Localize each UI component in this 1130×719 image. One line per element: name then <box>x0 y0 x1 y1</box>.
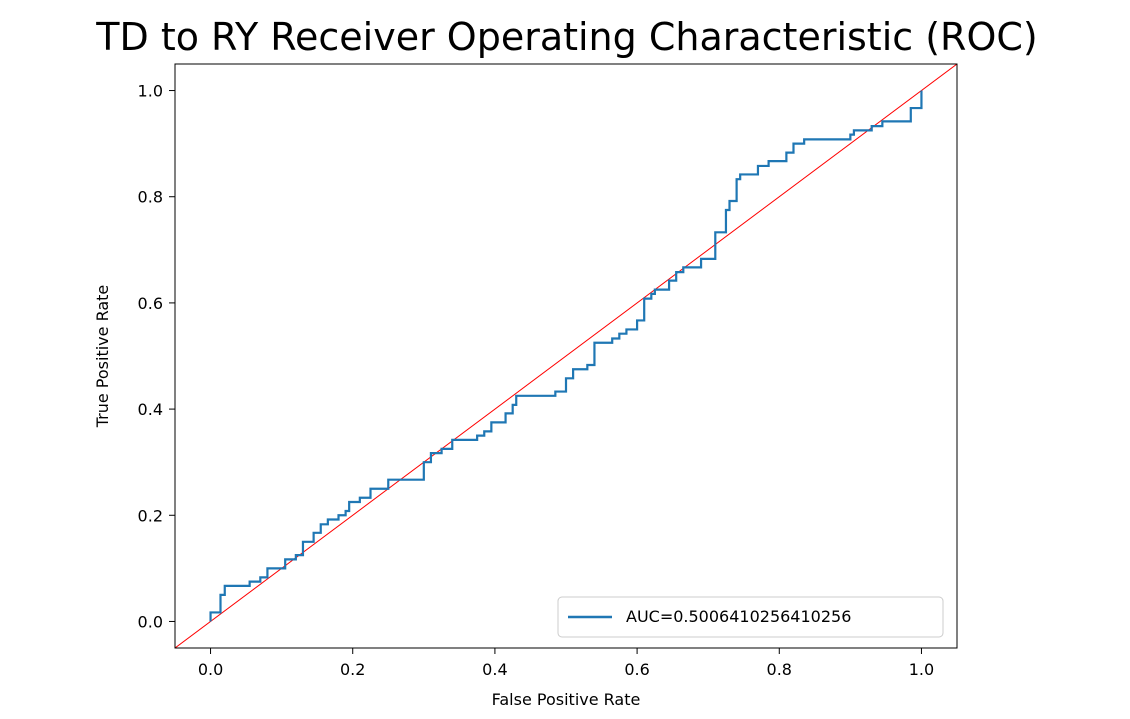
y-tick-label: 0.0 <box>138 612 163 631</box>
plot-content <box>175 64 957 648</box>
y-tick-label: 0.4 <box>138 400 163 419</box>
x-tick-label: 0.8 <box>767 660 792 679</box>
x-tick-label: 0.4 <box>482 660 507 679</box>
y-tick-label: 0.2 <box>138 506 163 525</box>
chart-title: TD to RY Receiver Operating Characterist… <box>95 15 1037 59</box>
legend: AUC=0.5006410256410256 <box>557 596 944 638</box>
y-tick-label: 1.0 <box>138 82 163 101</box>
y-tick-label: 0.6 <box>138 294 163 313</box>
x-tick-label: 0.0 <box>198 660 223 679</box>
plot-frame <box>174 63 958 649</box>
x-tick-label: 0.6 <box>624 660 649 679</box>
y-tick-label: 0.8 <box>138 188 163 207</box>
x-tick-label: 1.0 <box>909 660 934 679</box>
y-axis-label: True Positive Rate <box>93 285 112 429</box>
x-tick-label: 0.2 <box>340 660 365 679</box>
x-axis-label: False Positive Rate <box>492 690 641 709</box>
legend-label: AUC=0.5006410256410256 <box>626 607 851 626</box>
legend-box <box>557 596 944 638</box>
roc-curve-line <box>209 90 923 622</box>
x-axis: 0.0 0.2 0.4 0.6 0.8 1.0 <box>198 648 934 679</box>
reference-diagonal-line <box>175 64 957 648</box>
y-axis: 0.0 0.2 0.4 0.6 0.8 1.0 <box>138 82 175 631</box>
